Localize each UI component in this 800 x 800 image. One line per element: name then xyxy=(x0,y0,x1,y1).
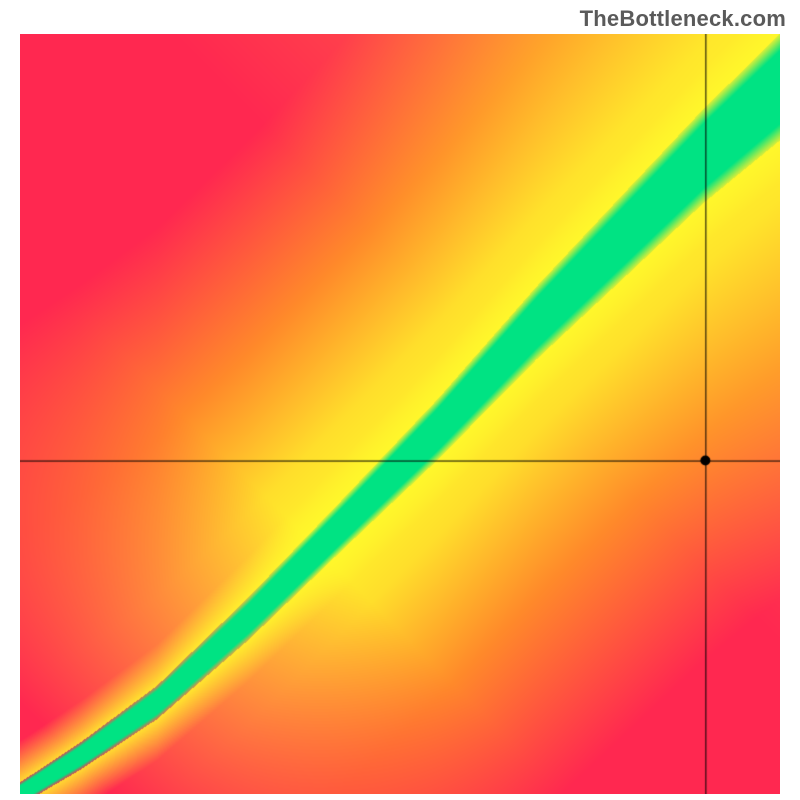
watermark: TheBottleneck.com xyxy=(580,6,786,32)
bottleneck-heatmap xyxy=(20,34,780,794)
